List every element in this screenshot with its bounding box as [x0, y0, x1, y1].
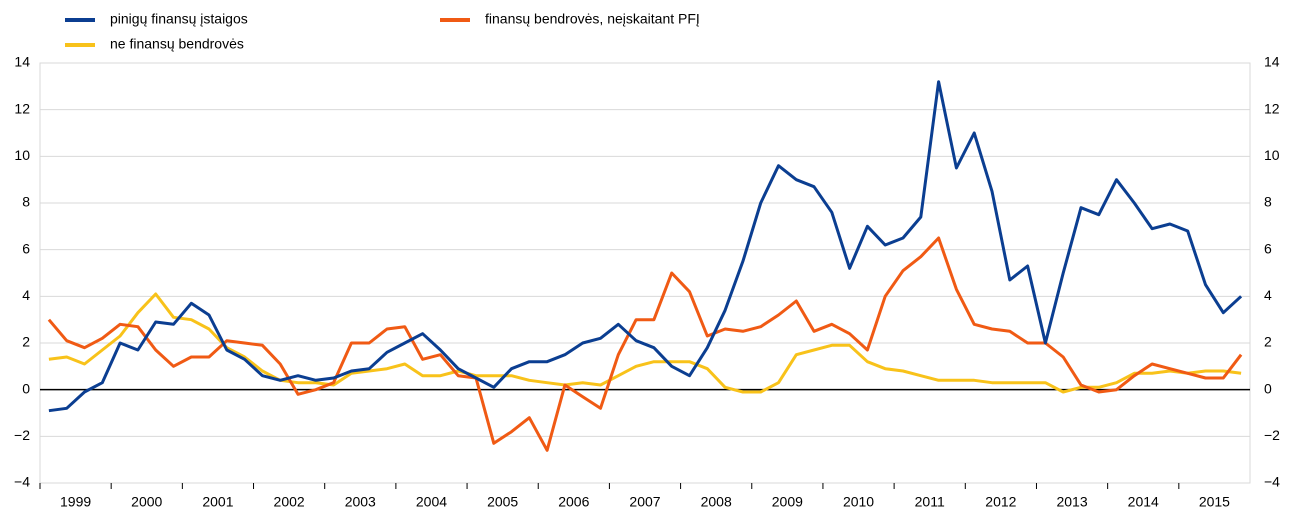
y2-tick-label: 8 [1264, 194, 1272, 210]
series-line [48, 80, 1243, 413]
legend-label: pinigų finansų įstaigos [110, 11, 248, 27]
y-tick-label: 6 [22, 240, 30, 256]
y2-tick-label: 0 [1264, 380, 1272, 396]
y2-tick-label: −2 [1264, 427, 1280, 443]
y2-tick-label: 4 [1264, 287, 1272, 303]
x-tick-label: 2000 [131, 494, 162, 510]
y-tick-label: 0 [22, 380, 30, 396]
y2-tick-label: 2 [1264, 334, 1272, 350]
series-line [48, 292, 1242, 394]
y-tick-label: 12 [14, 100, 30, 116]
x-tick-label: 2001 [202, 494, 233, 510]
y2-tick-label: 10 [1264, 147, 1280, 163]
y2-tick-label: 12 [1264, 100, 1280, 116]
y-tick-label: 2 [22, 334, 30, 350]
x-tick-label: 2003 [345, 494, 376, 510]
x-tick-label: 2009 [772, 494, 803, 510]
plot-frame [39, 62, 1251, 484]
y-tick-label: −2 [14, 427, 30, 443]
x-tick-label: 2014 [1128, 494, 1159, 510]
y-tick-label: 4 [22, 287, 30, 303]
y2-tick-label: −4 [1264, 474, 1280, 490]
x-tick-label: 2004 [416, 494, 447, 510]
y-tick-label: 8 [22, 194, 30, 210]
x-tick-label: 2010 [843, 494, 874, 510]
x-tick-label: 2005 [487, 494, 518, 510]
x-tick-label: 2006 [558, 494, 589, 510]
x-tick-label: 2015 [1199, 494, 1230, 510]
x-tick-label: 2012 [985, 494, 1016, 510]
x-tick-label: 2008 [701, 494, 732, 510]
x-tick-label: 2002 [274, 494, 305, 510]
y2-tick-label: 6 [1264, 240, 1272, 256]
x-tick-label: 1999 [60, 494, 91, 510]
x-tick-label: 2011 [915, 494, 945, 510]
x-tick-label: 2007 [629, 494, 660, 510]
series-line [47, 236, 1243, 452]
y2-tick-label: 14 [1264, 54, 1280, 70]
y-tick-label: 14 [14, 54, 30, 70]
legend-label: finansų bendrovės, neįskaitant PFĮ [485, 11, 700, 27]
y-tick-label: −4 [14, 474, 30, 490]
legend-label: ne finansų bendrovės [110, 36, 244, 52]
x-tick-label: 2013 [1056, 494, 1087, 510]
y-tick-label: 10 [14, 147, 30, 163]
